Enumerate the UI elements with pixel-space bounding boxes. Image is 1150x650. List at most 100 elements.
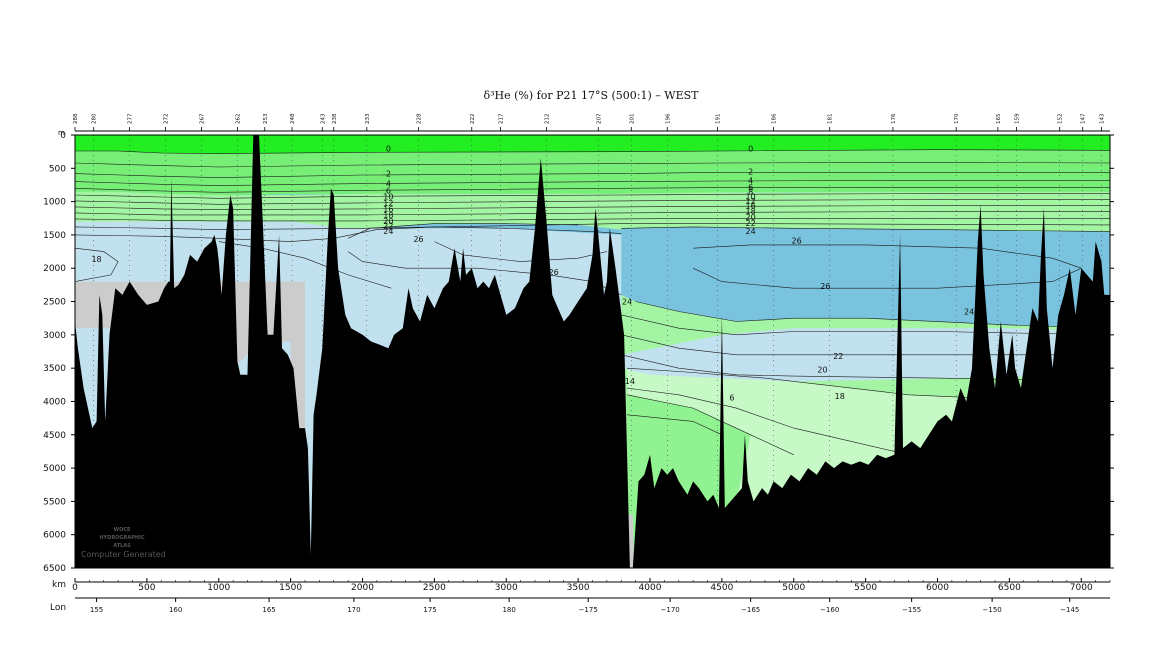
lon-tick-label: 180 <box>502 606 515 614</box>
contour-label: 18 <box>383 211 393 220</box>
contour-label: 2 <box>386 170 391 179</box>
contour-label: 16 <box>746 202 756 211</box>
contour-line <box>75 247 119 282</box>
contour-line <box>621 314 1110 336</box>
station-label: 181 <box>828 114 834 125</box>
station-label: 217 <box>499 113 505 124</box>
station-label: 280 <box>92 113 98 124</box>
contour-label: 0 <box>386 144 391 153</box>
contour-label: 26 <box>820 282 830 291</box>
contour-label: 10 <box>746 192 756 201</box>
km-tick-label: 3500 <box>567 583 590 593</box>
station-label: 152 <box>1058 114 1064 125</box>
contour-line <box>635 301 1110 329</box>
contour-label: 24 <box>622 298 632 307</box>
contour-line <box>75 187 1110 193</box>
lon-tick-label: −165 <box>741 606 760 614</box>
chart-title: δ³He (%) for P21 17°S (500:1) – WEST <box>483 89 699 102</box>
contour-label: 4 <box>386 180 391 189</box>
km-tick-label: 1000 <box>207 583 230 593</box>
contour-label: 20 <box>817 365 827 374</box>
depth-tick-label: 4000 <box>43 397 66 407</box>
depth-tick-label: 3000 <box>43 331 66 341</box>
station-label: 159 <box>1015 113 1021 124</box>
lon-tick-label: −175 <box>579 606 598 614</box>
contour-label: 24 <box>746 227 756 236</box>
depth-tick-label: 500 <box>49 164 66 174</box>
woce-logo-line-3: ATLAS <box>113 543 131 549</box>
bathymetry <box>75 135 1110 568</box>
contour-line <box>621 334 1110 356</box>
km-tick-label: 2000 <box>351 583 374 593</box>
computer-generated-note: Computer Generated <box>81 550 166 559</box>
station-label: 222 <box>470 114 476 125</box>
contour-label: 12 <box>383 199 393 208</box>
lon-tick-label: −155 <box>902 606 921 614</box>
contour-label: 6 <box>386 186 391 195</box>
km-tick-label: 4000 <box>639 583 662 593</box>
station-label: 207 <box>596 113 602 124</box>
station-label: 248 <box>290 113 296 124</box>
contour-line <box>626 414 723 436</box>
station-label: 176 <box>891 113 897 124</box>
contour-line <box>75 161 1110 168</box>
contour-line <box>75 199 1110 205</box>
station-label: 228 <box>417 113 423 124</box>
depth-tick-label: 6000 <box>43 531 66 541</box>
contour-label: 4 <box>748 176 753 185</box>
core-26-east <box>621 226 1110 329</box>
axes: 0500100015002000250030003500400045005000… <box>43 113 1114 614</box>
depth-tick-label: 2500 <box>43 298 66 308</box>
station-label: 147 <box>1081 113 1087 124</box>
contour-label: 18 <box>835 392 845 401</box>
station-label: 253 <box>263 113 269 124</box>
station-label: 212 <box>545 114 551 125</box>
contour-label: 22 <box>833 352 843 361</box>
km-tick-label: 4500 <box>710 583 733 593</box>
km-tick-label: 500 <box>138 583 155 593</box>
km-tick-label: 5500 <box>854 583 877 593</box>
lon-tick-label: −150 <box>983 606 1002 614</box>
contour-line <box>75 149 1110 155</box>
contour-label: 24 <box>383 227 393 236</box>
contour-label: 22 <box>746 219 756 228</box>
station-label: 143 <box>1099 113 1105 124</box>
station-label: 288 <box>73 113 79 124</box>
band-0-2 <box>75 135 1110 154</box>
contour-line <box>75 205 1110 210</box>
longitude-label: Lon <box>50 603 66 613</box>
contour-label: 22 <box>383 222 393 231</box>
contour-line <box>621 226 1110 232</box>
woce-logo-line-1: WOCE <box>114 527 131 533</box>
contour-label: 18 <box>91 255 101 264</box>
lon-tick-label: 170 <box>347 606 360 614</box>
contour-label: 8 <box>748 188 753 197</box>
km-tick-label: 0 <box>72 583 78 593</box>
station-label: 238 <box>332 113 338 124</box>
contour-label: 12 <box>746 197 756 206</box>
contour-line <box>621 354 1110 382</box>
station-label: 262 <box>235 114 241 125</box>
contour-label: 26 <box>792 236 802 245</box>
distance-unit-label: km <box>52 580 66 590</box>
station-label: 196 <box>665 113 671 124</box>
depth-tick-label: 6500 <box>43 564 66 574</box>
depth-tick-label: 1000 <box>43 198 66 208</box>
contour-line <box>75 172 1110 178</box>
contour-line <box>347 223 579 239</box>
contour-label: 26 <box>413 235 423 244</box>
lon-tick-label: 165 <box>262 606 275 614</box>
depth-tick-label: 2000 <box>43 264 66 274</box>
contour-line <box>218 241 392 289</box>
km-tick-label: 3000 <box>495 583 518 593</box>
km-tick-label: 2500 <box>423 583 446 593</box>
km-tick-label: 1500 <box>279 583 302 593</box>
km-tick-label: 6000 <box>926 583 949 593</box>
lon-tick-label: −170 <box>661 606 680 614</box>
lon-tick-label: −145 <box>1060 606 1079 614</box>
contour-line <box>75 193 1110 199</box>
station-label: 165 <box>996 113 1002 124</box>
